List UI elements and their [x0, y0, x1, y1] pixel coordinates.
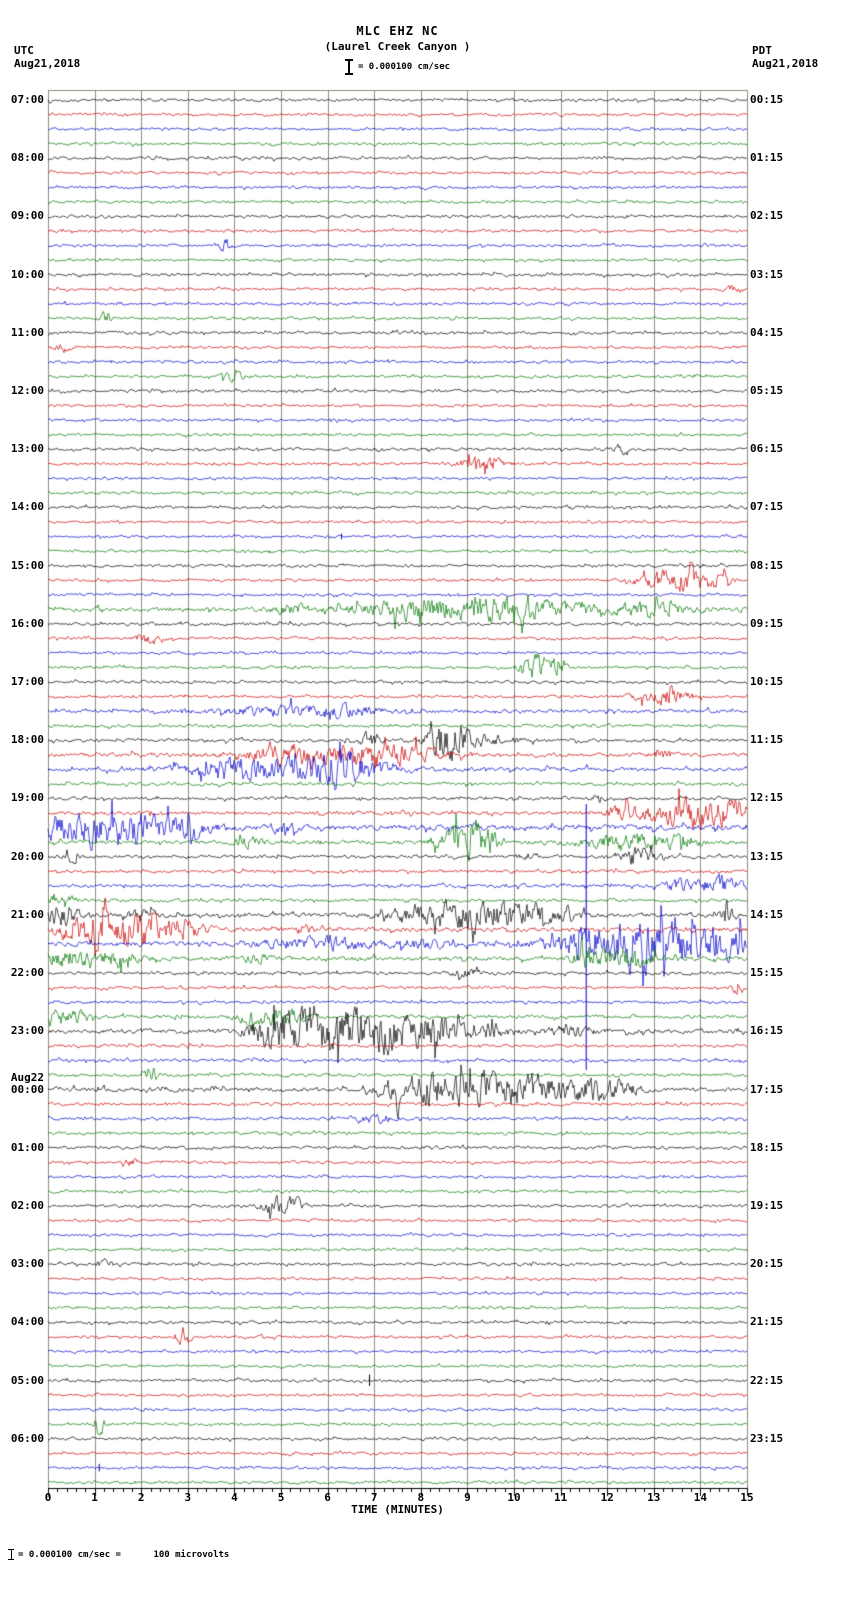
pdt-hour-label: 01:15: [750, 151, 784, 165]
pdt-hour-label: 23:15: [750, 1431, 784, 1445]
utc-hour-label: 06:00: [10, 1431, 44, 1445]
pdt-hour-label: 14:15: [750, 907, 784, 921]
pdt-hour-label: 04:15: [750, 325, 784, 339]
left-date-label: Aug21,2018: [14, 57, 81, 70]
utc-hour-label: 19:00: [10, 791, 44, 805]
pdt-hour-label: 00:15: [750, 93, 784, 106]
utc-hour-label: 13:00: [10, 442, 44, 456]
x-tick-label: 2: [137, 1491, 145, 1504]
x-tick-label: 13: [647, 1491, 661, 1504]
utc-hour-label: 01:00: [10, 1140, 44, 1154]
utc-hour-label: 08:00: [10, 151, 44, 165]
pdt-hour-label: 11:15: [750, 733, 784, 747]
utc-hour-label: 18:00: [10, 733, 44, 747]
utc-hour-label: 02:00: [10, 1198, 44, 1212]
pdt-hour-label: 10:15: [750, 675, 784, 689]
x-tick-label: 10: [507, 1491, 521, 1504]
x-tick-label: 7: [370, 1491, 378, 1504]
pdt-hour-label: 02:15: [750, 209, 784, 223]
utc-hour-label: 22:00: [10, 966, 44, 980]
left-timezone-label: UTC: [14, 44, 34, 57]
x-tick-label: 14: [693, 1491, 708, 1504]
x-tick-label: 9: [464, 1491, 471, 1504]
utc-hour-label: 21:00: [10, 907, 44, 921]
x-tick-label: 11: [553, 1491, 568, 1504]
x-tick-label: 5: [277, 1491, 285, 1504]
utc-hour-label: 20:00: [10, 849, 44, 863]
x-tick-label: 8: [417, 1491, 425, 1504]
right-date-label: Aug21,2018: [752, 57, 819, 70]
scale-indicator: = 0.000100 cm/sec: [48, 59, 747, 75]
pdt-hour-label: 06:15: [750, 442, 784, 456]
scale-footnote: = 0.000100 cm/sec = 100 microvolts: [8, 1549, 229, 1560]
utc-hour-label: 17:00: [10, 675, 44, 689]
pdt-hour-label: 07:15: [750, 500, 784, 514]
utc-hour-label: 14:00: [10, 500, 44, 514]
utc-hour-label: 15:00: [10, 558, 44, 572]
x-tick-label: 6: [324, 1491, 331, 1504]
utc-hour-label: 09:00: [10, 209, 44, 223]
utc-hour-label: 11:00: [10, 325, 44, 339]
pdt-hour-label: 15:15: [750, 966, 784, 980]
station-location: (Laurel Creek Canyon ): [324, 40, 471, 53]
pdt-hour-label: 08:15: [750, 558, 784, 572]
pdt-hour-label: 21:15: [750, 1315, 784, 1329]
pdt-hour-label: 13:15: [750, 849, 784, 863]
utc-hour-label: 05:00: [10, 1373, 44, 1387]
utc-hour-label: 10:00: [10, 267, 44, 281]
utc-hour-label: 04:00: [10, 1315, 44, 1329]
x-tick-label: 3: [184, 1491, 192, 1504]
pdt-hour-label: 18:15: [750, 1140, 784, 1154]
utc-hour-label: 03:00: [10, 1257, 44, 1271]
pdt-hour-label: 20:15: [750, 1257, 784, 1271]
utc-hour-label: 12:00: [10, 384, 44, 398]
utc-hour-label: 16:00: [10, 616, 44, 630]
pdt-hour-label: 05:15: [750, 384, 784, 398]
utc-hour-label: 23:00: [10, 1024, 44, 1038]
pdt-hour-label: 09:15: [750, 616, 784, 630]
x-axis-title: TIME (MINUTES): [351, 1503, 444, 1516]
x-tick-label: 12: [600, 1491, 614, 1504]
scale-bar-icon: [344, 59, 353, 75]
page-title: MLC EHZ NC: [356, 24, 439, 38]
pdt-hour-label: 16:15: [750, 1024, 784, 1038]
pdt-hour-label: 22:15: [750, 1373, 784, 1387]
utc-hour-label: 00:00: [10, 1082, 44, 1096]
utc-hour-label: 07:00: [10, 93, 44, 106]
scale-bar-icon: [8, 1549, 14, 1560]
x-tick-label: 0: [44, 1491, 52, 1504]
x-tick-label: 15: [740, 1491, 754, 1504]
pdt-hour-label: 03:15: [750, 267, 784, 281]
x-tick-label: 1: [91, 1491, 98, 1504]
scale-text: = 0.000100 cm/sec: [357, 62, 451, 72]
right-timezone-label: PDT: [752, 44, 772, 57]
utc-date-note: Aug22: [10, 1070, 44, 1084]
pdt-hour-label: 12:15: [750, 791, 784, 805]
pdt-hour-label: 17:15: [750, 1082, 784, 1096]
x-tick-label: 4: [231, 1491, 238, 1504]
pdt-hour-label: 19:15: [750, 1198, 784, 1212]
footnote-text: = 0.000100 cm/sec = 100 microvolts: [18, 1549, 230, 1560]
